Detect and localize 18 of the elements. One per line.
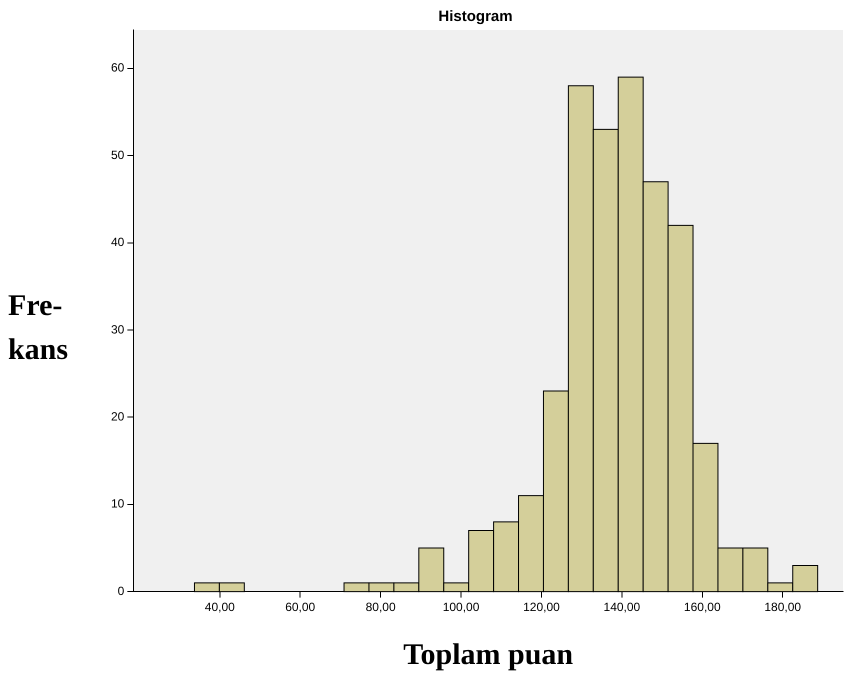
y-tick-label: 0	[118, 584, 125, 598]
x-tick-label: 60,00	[285, 600, 316, 614]
chart-title: Histogram	[438, 8, 513, 26]
x-tick-label: 100,00	[442, 600, 480, 614]
y-tick-label: 20	[110, 410, 125, 424]
y-axis-title: Fre- kans	[8, 288, 70, 368]
y-tick-label: 50	[110, 148, 125, 162]
x-tick-label: 160,00	[684, 600, 721, 614]
y-tick-label: 60	[110, 60, 125, 75]
x-axis-title: Toplam puan	[403, 638, 574, 671]
x-tick-label: 180,00	[764, 600, 802, 614]
y-tick-label: 10	[110, 496, 125, 511]
x-tick-label: 120,00	[523, 600, 560, 614]
y-tick-label: 30	[110, 322, 125, 336]
y-tick-label: 40	[110, 235, 125, 250]
x-tick-label: 80,00	[366, 600, 396, 614]
x-tick-label: 40,00	[204, 600, 236, 614]
x-tick-label: 140,00	[604, 600, 641, 614]
